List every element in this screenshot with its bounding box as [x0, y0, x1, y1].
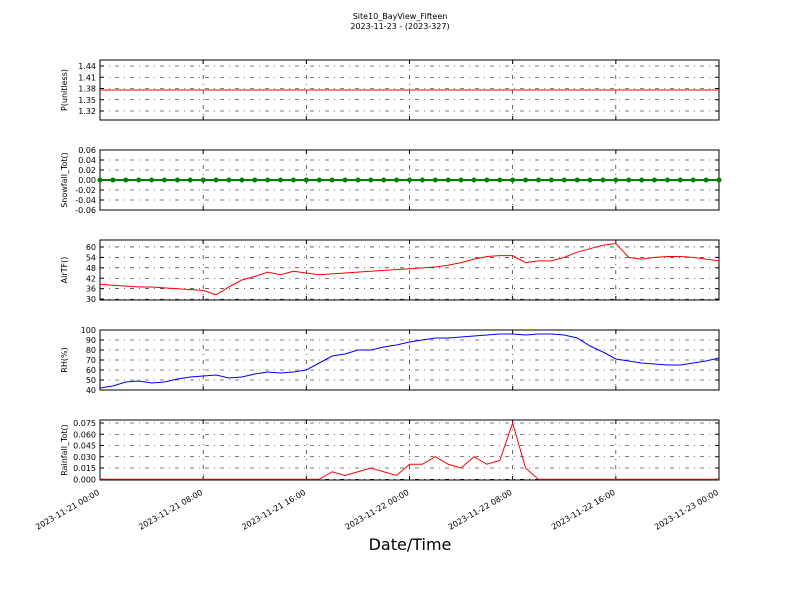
data-point — [290, 177, 296, 183]
y-tick-label: -0.02 — [75, 186, 96, 195]
data-point — [110, 177, 116, 183]
y-tick-label: 48 — [86, 264, 96, 273]
data-point — [600, 177, 606, 183]
data-point — [587, 177, 593, 183]
data-point — [432, 177, 438, 183]
data-point — [613, 177, 619, 183]
data-point — [716, 177, 722, 183]
data-point — [265, 177, 271, 183]
y-tick-label: 0.06 — [78, 146, 96, 155]
data-point — [97, 177, 103, 183]
chart-title: Site10_BayView_Fifteen — [353, 12, 448, 21]
y-tick-label: 36 — [86, 285, 96, 294]
y-tick-label: 1.35 — [78, 96, 96, 105]
y-tick-label: 1.41 — [78, 73, 96, 82]
data-point — [174, 177, 180, 183]
data-point — [136, 177, 142, 183]
data-point — [161, 177, 167, 183]
data-point — [355, 177, 361, 183]
data-point — [484, 177, 490, 183]
data-point — [381, 177, 387, 183]
data-point — [316, 177, 322, 183]
data-point — [226, 177, 232, 183]
data-point — [664, 177, 670, 183]
data-line — [100, 421, 719, 480]
y-tick-label: 80 — [86, 346, 96, 355]
y-tick-label: 90 — [86, 336, 96, 345]
y-axis-label: AirTF() — [60, 257, 69, 284]
data-point — [548, 177, 554, 183]
y-axis-label: P(unitless) — [60, 69, 69, 111]
y-tick-label: 50 — [86, 376, 96, 385]
data-point — [523, 177, 529, 183]
data-point — [329, 177, 335, 183]
x-tick-label: 2023-11-22 00:00 — [344, 488, 411, 532]
data-point — [510, 177, 516, 183]
y-axis-label: Snowfall_Tot() — [60, 152, 69, 208]
y-tick-label: 54 — [86, 253, 96, 262]
data-point — [574, 177, 580, 183]
x-tick-label: 2023-11-21 00:00 — [34, 488, 101, 532]
data-point — [368, 177, 374, 183]
x-axis-label: Date/Time — [369, 535, 452, 554]
x-tick-label: 2023-11-23 00:00 — [653, 488, 720, 532]
y-tick-label: 42 — [86, 274, 96, 283]
data-line — [99, 242, 720, 296]
y-tick-label: 0.075 — [73, 419, 96, 428]
data-point — [394, 177, 400, 183]
data-point — [639, 177, 645, 183]
x-tick-label: 2023-11-21 16:00 — [240, 488, 307, 532]
y-tick-label: 0.02 — [78, 166, 96, 175]
y-tick-label: -0.04 — [75, 196, 96, 205]
data-point — [458, 177, 464, 183]
data-point — [677, 177, 683, 183]
y-axis-label: RH(%) — [60, 347, 69, 372]
data-point — [419, 177, 425, 183]
data-point — [187, 177, 193, 183]
data-point — [252, 177, 258, 183]
y-tick-label: 0.015 — [73, 464, 96, 473]
data-point — [200, 177, 206, 183]
y-tick-label: 0.060 — [73, 430, 96, 439]
y-tick-label: 0.00 — [78, 176, 96, 185]
data-point — [123, 177, 129, 183]
data-point — [149, 177, 155, 183]
y-tick-label: 1.38 — [78, 85, 96, 94]
y-tick-label: 1.32 — [78, 107, 96, 116]
chart-subtitle: 2023-11-23 - (2023-327) — [350, 22, 449, 31]
data-point — [213, 177, 219, 183]
data-point — [690, 177, 696, 183]
data-point — [342, 177, 348, 183]
y-tick-label: 60 — [86, 366, 96, 375]
y-tick-label: 0.000 — [73, 475, 96, 484]
data-point — [535, 177, 541, 183]
data-point — [471, 177, 477, 183]
y-tick-label: 1.44 — [78, 62, 96, 71]
data-line — [99, 333, 720, 389]
y-tick-label: -0.06 — [75, 206, 96, 215]
x-tick-label: 2023-11-21 08:00 — [137, 488, 204, 532]
data-point — [561, 177, 567, 183]
data-point — [497, 177, 503, 183]
data-point — [652, 177, 658, 183]
data-point — [407, 177, 412, 183]
y-tick-label: 100 — [81, 326, 96, 335]
y-tick-label: 40 — [86, 386, 96, 395]
y-tick-label: 0.030 — [73, 453, 96, 462]
y-tick-label: 70 — [86, 356, 96, 365]
data-point — [303, 177, 309, 183]
y-tick-label: 60 — [86, 243, 96, 252]
y-tick-label: 0.04 — [78, 156, 96, 165]
y-tick-label: 30 — [86, 295, 96, 304]
data-point — [445, 177, 451, 183]
x-tick-label: 2023-11-22 08:00 — [447, 488, 514, 532]
data-point — [626, 177, 632, 183]
y-tick-label: 0.045 — [73, 442, 96, 451]
data-point — [278, 177, 284, 183]
data-point — [703, 177, 709, 183]
x-tick-label: 2023-11-22 16:00 — [550, 488, 617, 532]
data-point — [239, 177, 245, 183]
y-axis-label: Rainfall_Tot() — [60, 424, 69, 476]
